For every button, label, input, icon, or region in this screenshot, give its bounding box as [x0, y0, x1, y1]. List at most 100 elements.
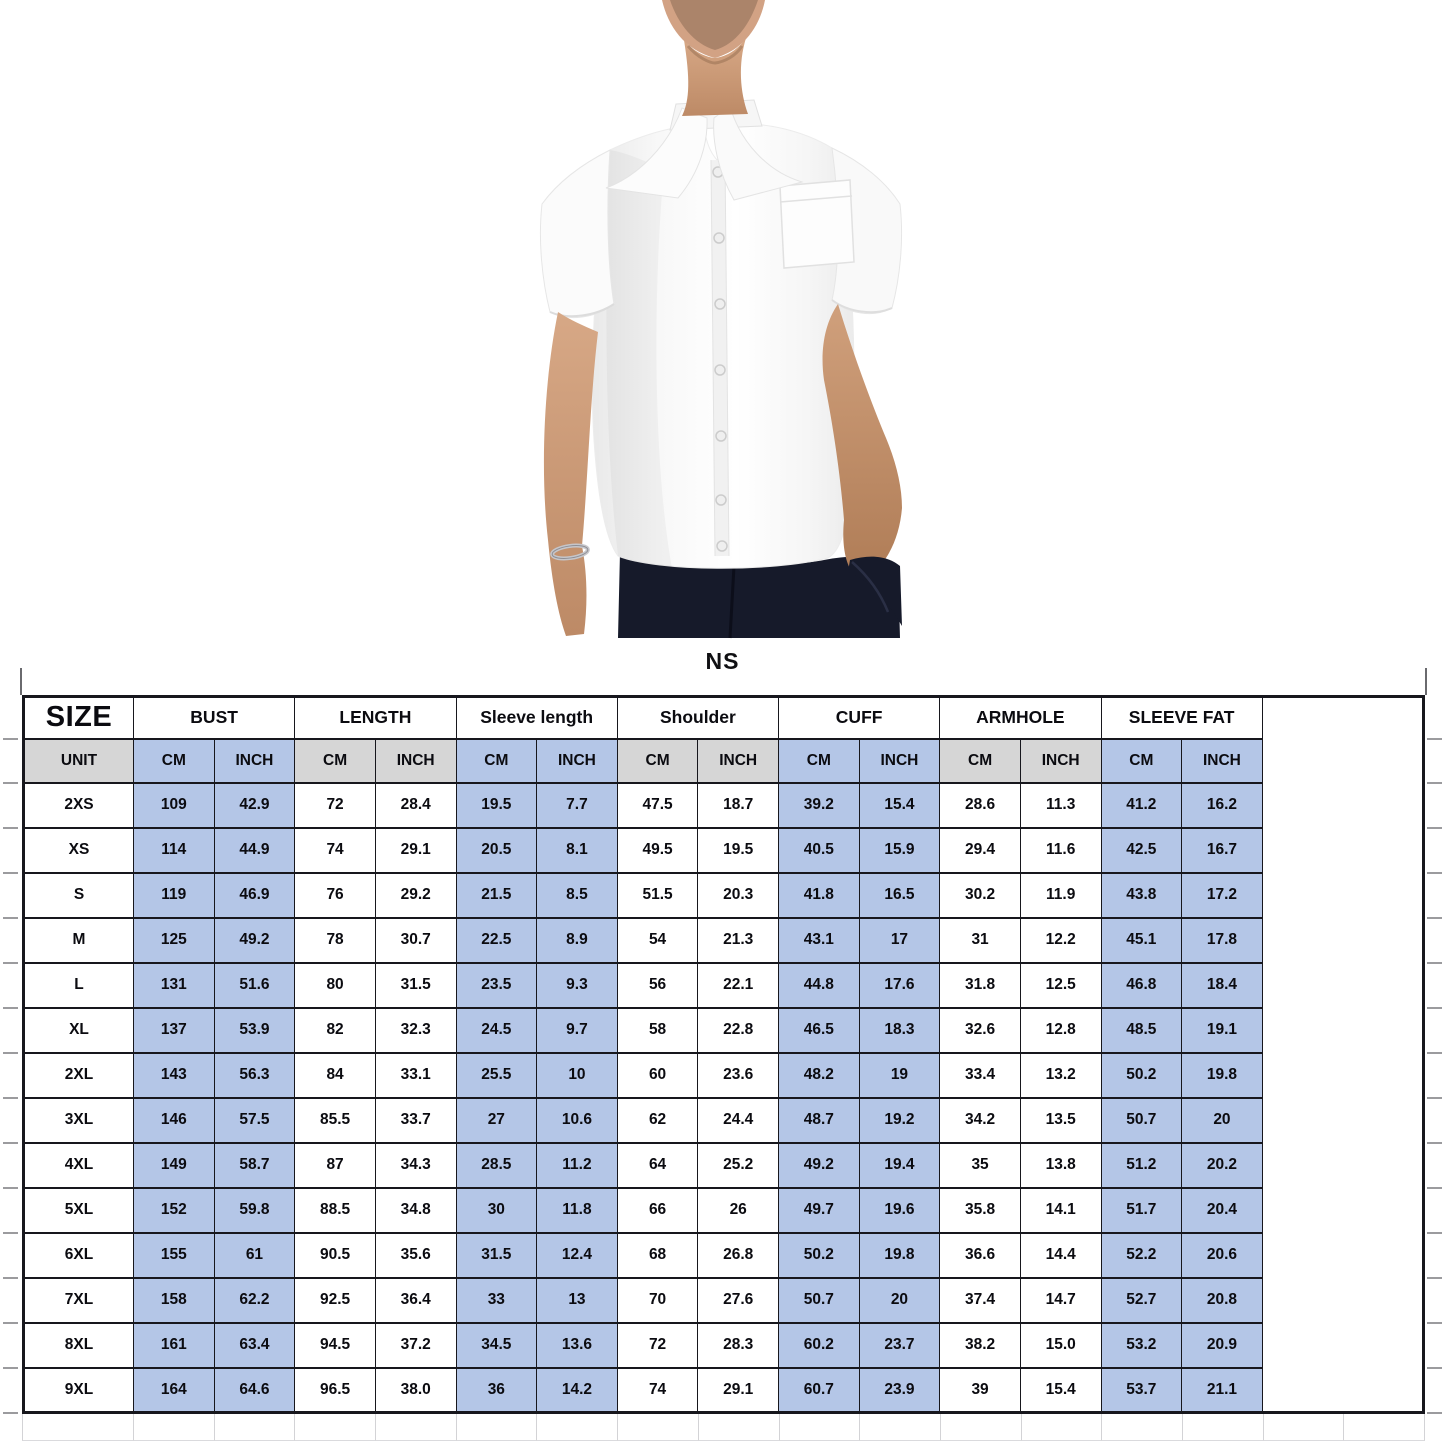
row-tick: [3, 1052, 18, 1054]
row-tick: [3, 872, 18, 874]
size-row-9xl: 9XL 164 64.6 96.5 38.0 36 14.2 74 29.1 60.7 23.9 39…: [23, 1366, 1424, 1414]
measurement-cell: 31.5: [455, 1231, 538, 1279]
size-chart: SIZE BUST LENGTH Sleeve length Shoulder CUFF A…: [22, 695, 1425, 1441]
right-arm: [822, 304, 902, 574]
size-row-8xl: 8XL 161 63.4 94.5 37.2 34.5 13.6 72 28.3 60.2 23.7…: [23, 1321, 1424, 1369]
row-tick: [3, 1277, 18, 1279]
measurement-cell: 38.0: [374, 1366, 457, 1414]
measurement-cell: 43.1: [778, 916, 860, 964]
measurement-cell: 15.4: [858, 781, 941, 829]
measurement-cell: 16.5: [858, 871, 941, 919]
row-tick: [1427, 1367, 1442, 1369]
row-tick: [3, 1367, 18, 1369]
size-row-4xl: 4XL 149 58.7 87 34.3 28.5 11.2 64 25.2 49.2 19.4 35…: [23, 1141, 1424, 1189]
measurement-cell: 33: [455, 1276, 538, 1324]
row-tick: [3, 782, 18, 784]
row-tick: [1427, 1097, 1442, 1099]
measurement-cell: 10.6: [536, 1096, 618, 1144]
row-tick: [3, 1232, 18, 1234]
measurement-cell: 45.1: [1100, 916, 1183, 964]
measurement-cell: 28.3: [697, 1321, 779, 1369]
measurement-cell: 30: [455, 1186, 538, 1234]
measurement-cell: 36.4: [374, 1276, 457, 1324]
measurement-cell: 38.2: [939, 1321, 1021, 1369]
measurement-cell: 54: [616, 916, 699, 964]
measurement-cell: 146: [133, 1096, 215, 1144]
measurement-cell: 50.2: [1100, 1051, 1183, 1099]
size-row-xl: XL 137 53.9 82 32.3 24.5 9.7 58 22.8 46.5 18.3 32.6…: [23, 1006, 1424, 1054]
row-tick: [3, 1142, 18, 1144]
measurement-cell: 46.9: [213, 871, 296, 919]
measurement-cell: 29.1: [697, 1366, 779, 1414]
measurement-cell: 37.2: [374, 1321, 457, 1369]
measurement-cell: 12.5: [1019, 961, 1102, 1009]
group-header-armhole: ARMHOLE: [939, 695, 1102, 740]
shorts-pocket: [848, 556, 902, 626]
chest-pocket: [779, 179, 855, 269]
empty-grid-cell: [940, 1414, 1022, 1441]
measurement-cell: 63.4: [213, 1321, 296, 1369]
empty-grid-cell: [1102, 1414, 1183, 1441]
measurement-cell: 48.2: [778, 1051, 860, 1099]
measurement-cell: 21.5: [455, 871, 538, 919]
measurement-cell: 78: [294, 916, 376, 964]
measurement-cell: 18.7: [697, 781, 779, 829]
row-tick: [1427, 1187, 1442, 1189]
size-label-cell: XS: [23, 826, 134, 874]
empty-grid-row: [22, 1414, 1425, 1441]
measurement-cell: 143: [133, 1051, 215, 1099]
size-table: SIZE BUST LENGTH Sleeve length Shoulder CUFF A…: [22, 695, 1425, 1414]
measurement-cell: 19.5: [455, 781, 538, 829]
measurement-cell: 42.5: [1100, 826, 1183, 874]
measurement-cell: 34.5: [455, 1321, 538, 1369]
measurement-cell: 19.6: [858, 1186, 941, 1234]
measurement-cell: 12.8: [1019, 1006, 1102, 1054]
size-label-cell: 3XL: [23, 1096, 134, 1144]
measurement-cell: 20.9: [1181, 1321, 1263, 1369]
measurement-cell: 70: [616, 1276, 699, 1324]
neck: [682, 38, 748, 116]
measurement-cell: 14.1: [1019, 1186, 1102, 1234]
measurement-cell: 125: [133, 916, 215, 964]
size-label-cell: 7XL: [23, 1276, 134, 1324]
measurement-cell: 12.2: [1019, 916, 1102, 964]
row-tick: [3, 738, 18, 740]
empty-grid-cell: [295, 1414, 377, 1441]
shorts-shape: [618, 552, 900, 638]
measurement-cell: 50.7: [1100, 1096, 1183, 1144]
measurement-cell: 15.0: [1019, 1321, 1102, 1369]
measurement-cell: 32.3: [374, 1006, 457, 1054]
measurement-cell: 87: [294, 1141, 376, 1189]
measurement-cell: 31.8: [939, 961, 1021, 1009]
row-tick: [3, 1007, 18, 1009]
product-photo: [472, 0, 972, 646]
unit-cell: CM: [939, 737, 1021, 784]
chin: [662, 0, 765, 58]
measurement-cell: 37.4: [939, 1276, 1021, 1324]
measurement-cell: 32.6: [939, 1006, 1021, 1054]
measurement-cell: 49.7: [778, 1186, 860, 1234]
measurement-cell: 96.5: [294, 1366, 376, 1414]
left-sleeve: [539, 149, 615, 318]
measurement-cell: 40.5: [778, 826, 860, 874]
measurement-cell: 49.5: [616, 826, 699, 874]
row-tick: [1427, 1232, 1442, 1234]
measurement-cell: 11.3: [1019, 781, 1102, 829]
empty-grid-cell: [214, 1414, 296, 1441]
measurement-cell: 53.2: [1100, 1321, 1183, 1369]
measurement-cell: 46.5: [778, 1006, 860, 1054]
measurement-cell: 155: [133, 1231, 215, 1279]
measurement-cell: 35: [939, 1141, 1021, 1189]
measurement-cell: 13.8: [1019, 1141, 1102, 1189]
size-row-xs: XS 114 44.9 74 29.1 20.5 8.1 49.5 19.5 40.5 15.9 29…: [23, 826, 1424, 874]
group-header-sleeve-length: Sleeve length: [455, 695, 618, 740]
size-row-5xl: 5XL 152 59.8 88.5 34.8 30 11.8 66 26 49.7 19.6 35.8…: [23, 1186, 1424, 1234]
measurement-cell: 17: [858, 916, 941, 964]
group-header-cuff: CUFF: [777, 695, 941, 740]
measurement-cell: 44.9: [213, 826, 296, 874]
measurement-cell: 36: [455, 1366, 538, 1414]
measurement-cell: 19.4: [858, 1141, 941, 1189]
measurement-cell: 20.3: [697, 871, 779, 919]
measurement-cell: 68: [616, 1231, 699, 1279]
